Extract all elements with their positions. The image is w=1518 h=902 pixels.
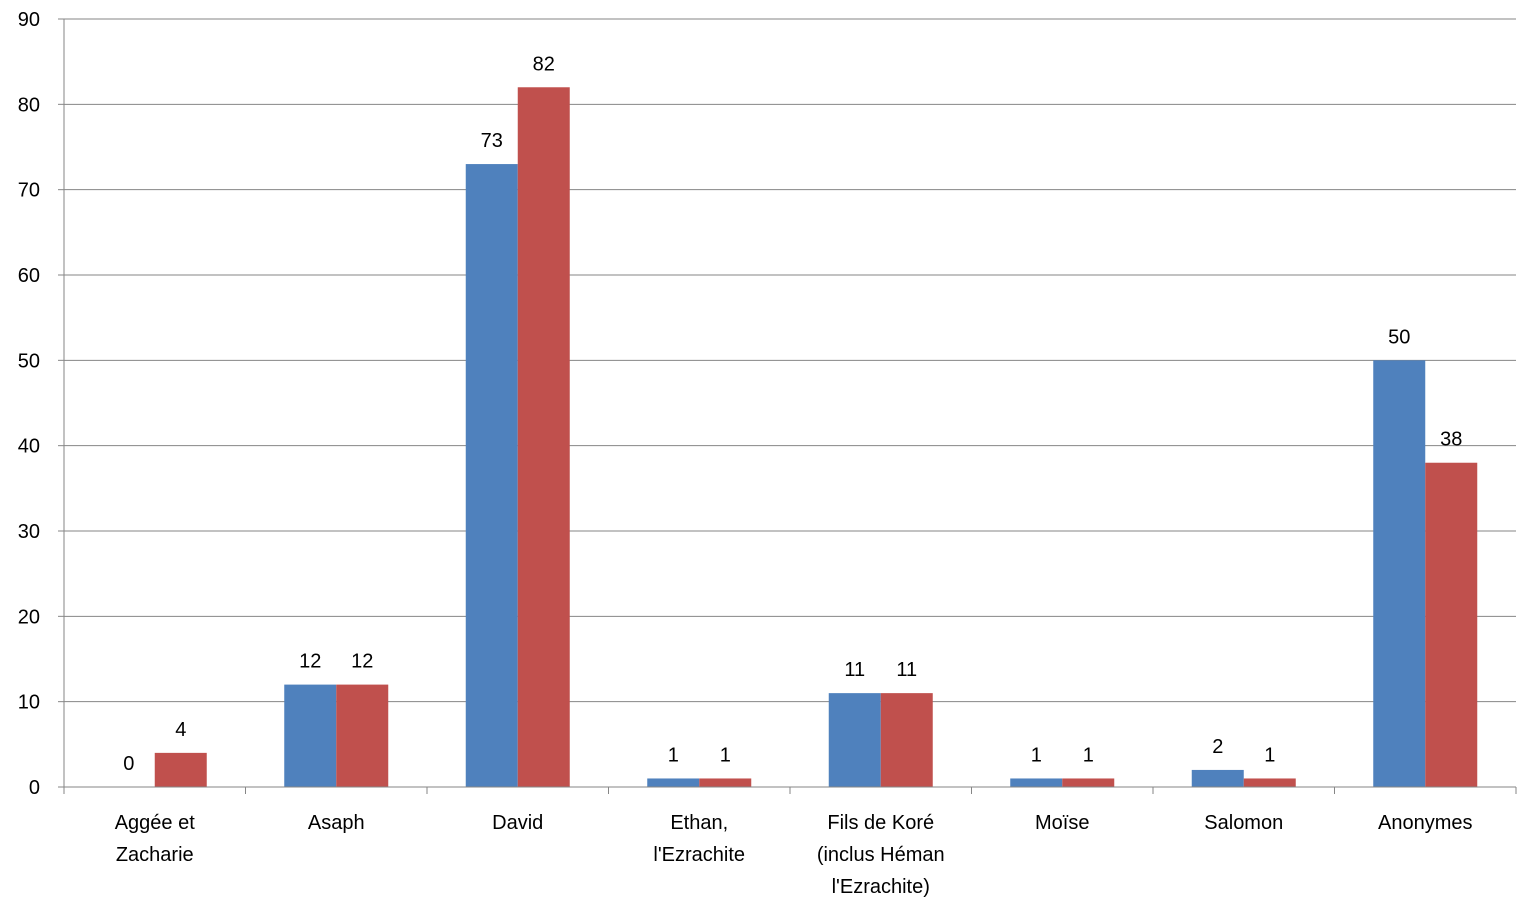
bar — [1373, 360, 1426, 787]
x-category-label: Aggée et — [115, 812, 196, 834]
data-label: 82 — [533, 53, 555, 75]
data-label: 73 — [481, 130, 503, 152]
y-tick-label: 10 — [18, 692, 40, 714]
y-tick-label: 0 — [29, 777, 40, 799]
bar — [828, 693, 881, 787]
bar — [1425, 462, 1478, 787]
x-axis: Aggée et Zacharie Asaph David Ethan, l'Ezrach… — [63, 786, 1517, 898]
x-category-label: Anonymes — [1378, 812, 1473, 834]
x-category-label: Asaph — [308, 812, 365, 834]
x-category-label: l'Ezrachite) — [832, 876, 930, 898]
data-label: 11 — [844, 659, 865, 681]
x-category-label: Salomon — [1204, 812, 1283, 834]
y-tick-label: 30 — [18, 521, 40, 543]
data-label: 1 — [668, 744, 679, 766]
data-label: 50 — [1388, 326, 1410, 348]
y-tick-label: 20 — [18, 606, 40, 628]
bar — [1191, 769, 1244, 787]
x-category-label: l'Ezrachite — [653, 844, 745, 866]
bar — [647, 778, 700, 787]
bar — [699, 778, 752, 787]
y-tick-label: 50 — [18, 350, 40, 372]
bar — [1062, 778, 1115, 787]
data-label: 12 — [299, 651, 321, 673]
y-tick-label: 80 — [18, 94, 40, 116]
x-category-label: (inclus Héman — [817, 844, 945, 866]
y-axis: 0 10 20 30 40 50 60 70 80 90 — [18, 9, 65, 799]
bar — [465, 164, 518, 788]
bar — [1243, 778, 1296, 787]
bar — [880, 693, 933, 787]
bar — [336, 684, 389, 787]
data-label: 1 — [720, 744, 731, 766]
gridlines — [64, 18, 1516, 703]
bar — [154, 752, 207, 787]
data-label: 4 — [175, 719, 186, 741]
x-category-label: David — [492, 812, 543, 834]
x-category-label: Fils de Koré — [827, 812, 934, 834]
x-category-label: Moïse — [1035, 812, 1089, 834]
bar — [517, 87, 570, 788]
y-tick-label: 70 — [18, 180, 40, 202]
data-label: 1 — [1264, 744, 1275, 766]
data-label: 2 — [1212, 736, 1223, 758]
data-label: 1 — [1083, 744, 1094, 766]
data-label: 12 — [351, 651, 373, 673]
bar — [284, 684, 337, 787]
data-label: 38 — [1440, 429, 1462, 451]
y-tick-label: 60 — [18, 265, 40, 287]
data-label: 11 — [896, 659, 917, 681]
y-tick-label: 90 — [18, 9, 40, 31]
x-category-label: Ethan, — [670, 812, 728, 834]
y-tick-label: 40 — [18, 436, 40, 458]
x-category-label: Zacharie — [116, 844, 194, 866]
bar — [1010, 778, 1063, 787]
data-label: 0 — [123, 753, 134, 775]
data-label: 1 — [1031, 744, 1042, 766]
